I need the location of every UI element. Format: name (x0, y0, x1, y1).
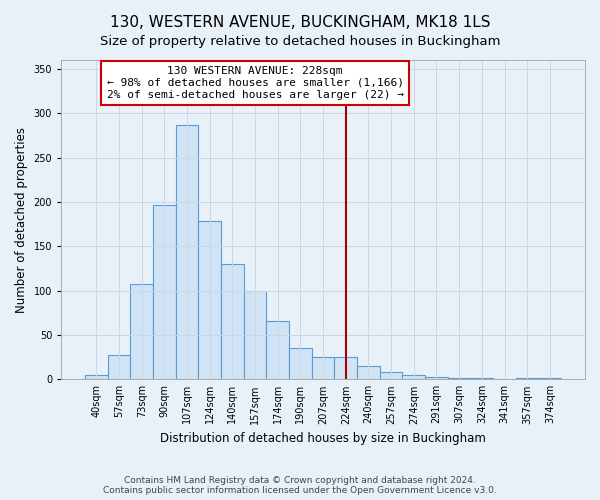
Bar (539, 378, 561, 380)
Text: 130 WESTERN AVENUE: 228sqm
← 98% of detached houses are smaller (1,166)
2% of se: 130 WESTERN AVENUE: 228sqm ← 98% of deta… (107, 66, 404, 100)
Bar (176, 124, 199, 380)
Bar (153, 204, 176, 380)
Bar (380, 372, 403, 380)
Bar (357, 366, 380, 380)
Bar (221, 264, 244, 380)
Bar (448, 378, 470, 380)
Bar (107, 356, 130, 380)
Bar (130, 284, 153, 380)
Bar (244, 290, 266, 380)
Bar (85, 375, 107, 380)
Bar (199, 222, 221, 380)
Bar (312, 357, 334, 380)
Text: Size of property relative to detached houses in Buckingham: Size of property relative to detached ho… (100, 35, 500, 48)
Text: Contains HM Land Registry data © Crown copyright and database right 2024.
Contai: Contains HM Land Registry data © Crown c… (103, 476, 497, 495)
Bar (425, 376, 448, 380)
Bar (470, 378, 493, 380)
Bar (334, 357, 357, 380)
Text: 130, WESTERN AVENUE, BUCKINGHAM, MK18 1LS: 130, WESTERN AVENUE, BUCKINGHAM, MK18 1L… (110, 15, 490, 30)
Y-axis label: Number of detached properties: Number of detached properties (15, 126, 28, 312)
X-axis label: Distribution of detached houses by size in Buckingham: Distribution of detached houses by size … (160, 432, 486, 445)
Bar (403, 375, 425, 380)
Bar (266, 321, 289, 380)
Bar (289, 348, 312, 380)
Bar (516, 378, 539, 380)
